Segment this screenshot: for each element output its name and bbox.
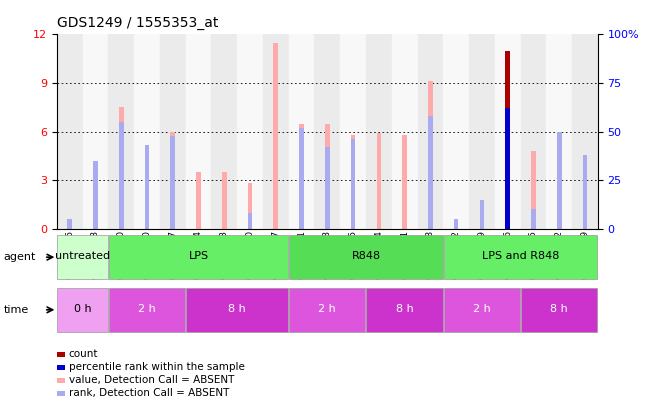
Bar — [109, 288, 185, 332]
Text: R848: R848 — [351, 251, 381, 261]
Bar — [160, 34, 186, 229]
Bar — [391, 34, 418, 229]
Bar — [531, 209, 536, 229]
Bar — [351, 135, 355, 229]
Text: rank, Detection Call = ABSENT: rank, Detection Call = ABSENT — [69, 388, 229, 398]
Text: LPS and R848: LPS and R848 — [482, 251, 559, 261]
Bar — [170, 132, 175, 229]
Bar — [57, 34, 83, 229]
Bar — [402, 135, 407, 229]
Text: time: time — [3, 305, 29, 315]
Bar — [108, 34, 134, 229]
Bar — [506, 108, 510, 229]
Bar — [83, 34, 108, 229]
Bar — [428, 81, 433, 229]
Bar — [299, 124, 304, 229]
Bar — [93, 161, 98, 229]
Bar — [196, 172, 201, 229]
Bar — [557, 132, 562, 229]
Bar — [145, 145, 149, 229]
Text: 2 h: 2 h — [473, 304, 491, 314]
Bar — [273, 43, 278, 229]
Bar — [263, 34, 289, 229]
Bar — [145, 145, 149, 229]
Text: 8 h: 8 h — [395, 304, 413, 314]
Bar — [495, 34, 520, 229]
Bar — [211, 34, 237, 229]
Bar — [134, 34, 160, 229]
Bar — [237, 34, 263, 229]
Bar — [119, 122, 124, 229]
Bar — [186, 34, 211, 229]
Text: 8 h: 8 h — [550, 304, 568, 314]
Bar — [366, 34, 391, 229]
Text: GDS1249 / 1555353_at: GDS1249 / 1555353_at — [57, 16, 218, 30]
Bar — [289, 235, 443, 279]
Bar — [93, 177, 98, 229]
Bar — [557, 159, 562, 229]
Bar — [248, 183, 253, 229]
Bar — [444, 288, 520, 332]
Bar — [546, 34, 572, 229]
Bar — [186, 288, 288, 332]
Bar — [444, 34, 469, 229]
Bar — [480, 216, 484, 229]
Bar — [67, 221, 72, 229]
Bar — [109, 235, 288, 279]
Bar — [520, 34, 546, 229]
Bar — [582, 155, 587, 229]
Bar — [325, 147, 329, 229]
Text: LPS: LPS — [188, 251, 208, 261]
Bar — [506, 51, 510, 229]
Bar — [418, 34, 444, 229]
Bar — [469, 34, 495, 229]
Bar — [454, 224, 458, 229]
Bar — [572, 34, 598, 229]
Text: percentile rank within the sample: percentile rank within the sample — [69, 362, 244, 372]
Bar — [454, 219, 458, 229]
Bar — [428, 116, 433, 229]
Bar — [480, 200, 484, 229]
Bar — [57, 288, 108, 332]
Bar — [521, 288, 597, 332]
Bar — [119, 107, 124, 229]
Bar — [299, 128, 304, 229]
Bar — [531, 151, 536, 229]
Text: count: count — [69, 350, 98, 359]
Bar — [222, 172, 226, 229]
Text: value, Detection Call = ABSENT: value, Detection Call = ABSENT — [69, 375, 234, 385]
Bar — [67, 219, 72, 229]
Bar — [340, 34, 366, 229]
Bar — [377, 133, 381, 229]
Bar — [57, 235, 108, 279]
Bar — [248, 213, 253, 229]
Bar — [289, 34, 315, 229]
Text: untreated: untreated — [55, 251, 110, 261]
Bar — [170, 136, 175, 229]
Text: 2 h: 2 h — [319, 304, 336, 314]
Text: agent: agent — [3, 252, 35, 262]
Bar — [582, 175, 587, 229]
Bar — [289, 288, 365, 332]
Bar — [351, 139, 355, 229]
Text: 8 h: 8 h — [228, 304, 246, 314]
Bar — [367, 288, 443, 332]
Bar — [444, 235, 597, 279]
Text: 0 h: 0 h — [73, 304, 92, 314]
Text: 2 h: 2 h — [138, 304, 156, 314]
Bar — [315, 34, 340, 229]
Bar — [325, 124, 329, 229]
